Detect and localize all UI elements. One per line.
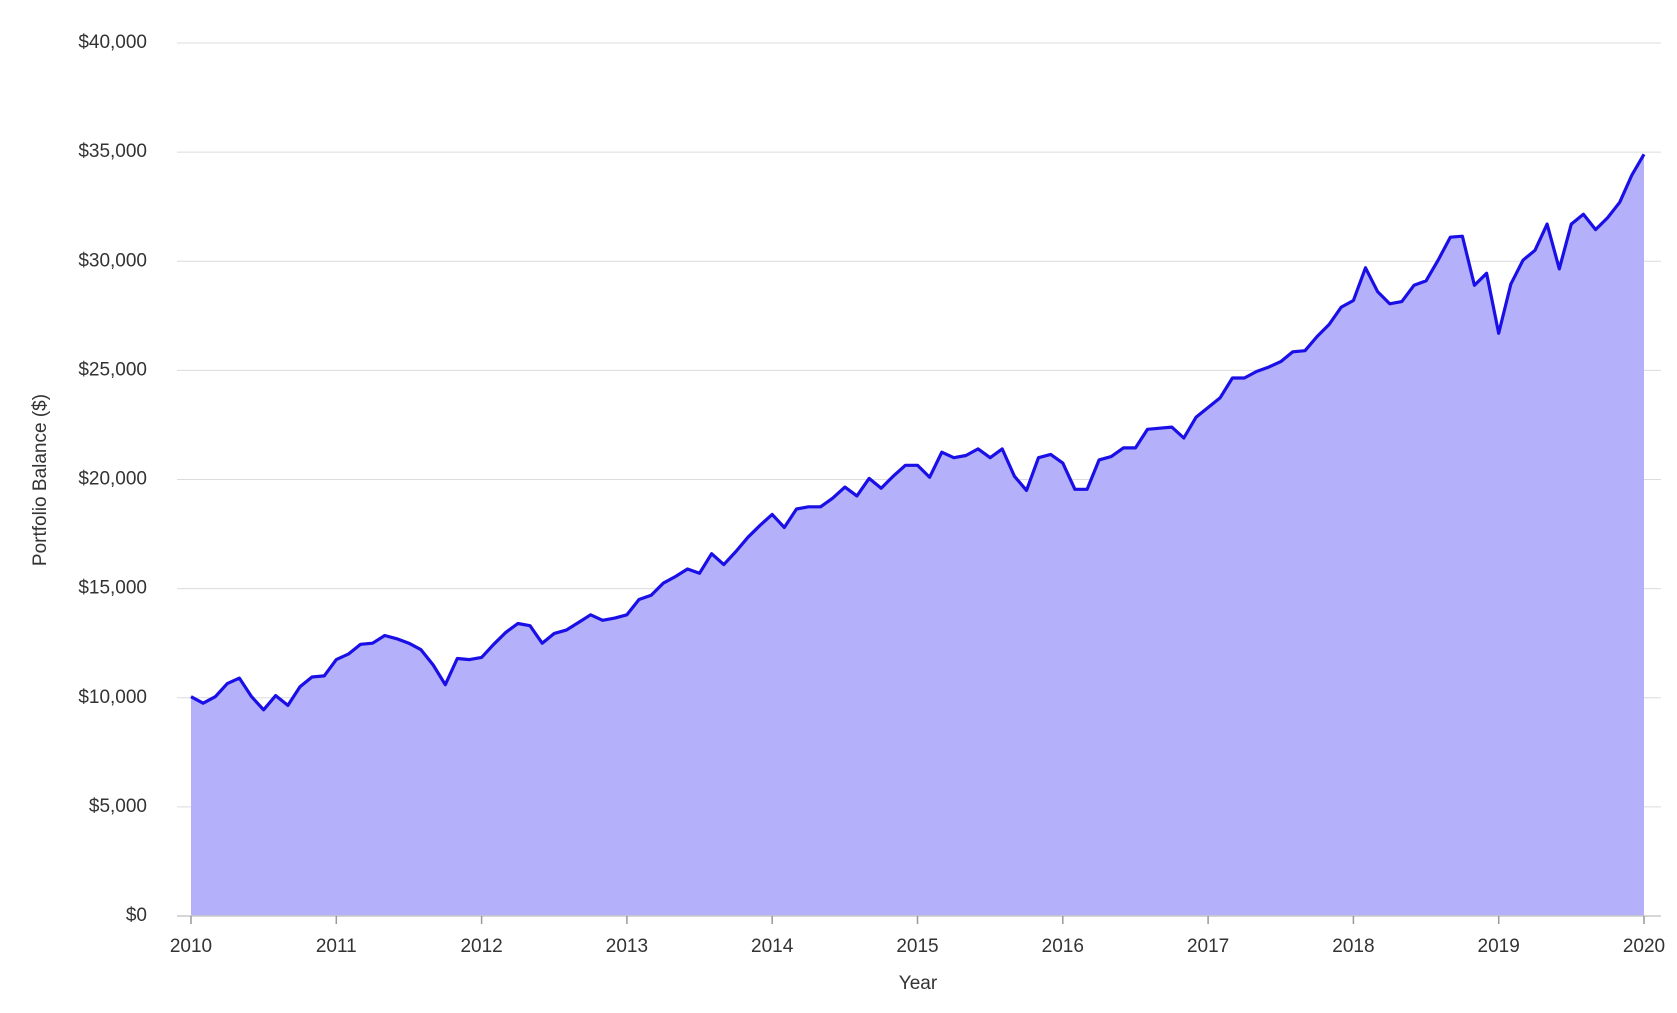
y-tick-label: $35,000 <box>78 141 147 162</box>
y-tick-label: $20,000 <box>78 469 147 490</box>
area-fill <box>191 154 1644 917</box>
x-tick-label: 2016 <box>1042 936 1084 957</box>
y-tick-label: $40,000 <box>78 32 147 53</box>
y-tick-label: $15,000 <box>78 578 147 599</box>
x-tick-label: 2013 <box>606 936 648 957</box>
x-tick-label: 2018 <box>1332 936 1374 957</box>
y-tick-label: $5,000 <box>89 796 147 817</box>
y-axis-title: Portfolio Balance ($) <box>30 394 51 566</box>
x-tick-label: 2017 <box>1187 936 1229 957</box>
x-tick-label: 2015 <box>896 936 938 957</box>
y-tick-label: $30,000 <box>78 250 147 271</box>
y-tick-label: $10,000 <box>78 687 147 708</box>
x-tick-label: 2014 <box>751 936 794 957</box>
x-tick-label: 2019 <box>1478 936 1520 957</box>
x-tick-label: 2010 <box>170 936 212 957</box>
x-axis-title: Year <box>899 973 938 994</box>
area-line <box>190 153 1646 712</box>
x-tick-label: 2012 <box>460 936 502 957</box>
y-tick-label: $0 <box>126 905 147 926</box>
x-tick-label: 2020 <box>1623 936 1665 957</box>
x-tick-label: 2011 <box>316 936 357 957</box>
y-tick-label: $25,000 <box>78 359 147 380</box>
